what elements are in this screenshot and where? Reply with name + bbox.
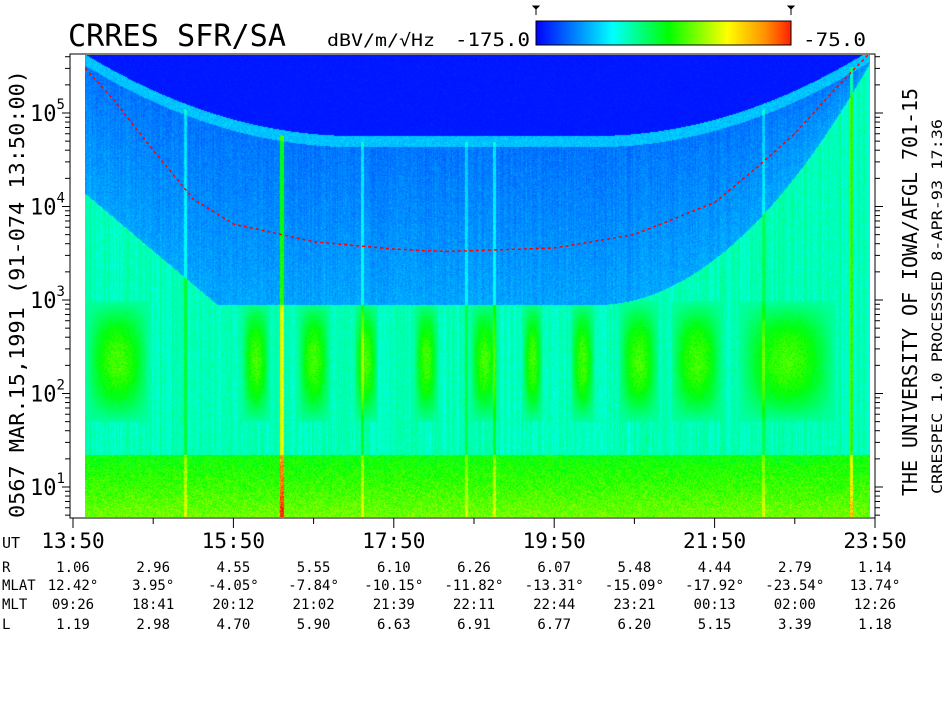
table-cell: 4.70 <box>217 617 251 633</box>
chart-title: CRRES SFR/SA <box>68 19 286 54</box>
y-tick-label: 102 <box>30 378 65 408</box>
table-cell: -7.84° <box>288 578 339 594</box>
table-cell: -17.92° <box>685 578 744 594</box>
table-cell: 22:44 <box>533 597 575 613</box>
table-cell: 12.42° <box>48 578 99 594</box>
table-cell: 6.91 <box>457 617 491 633</box>
row-label: MLT <box>2 597 28 613</box>
table-cell: 5.48 <box>618 560 652 576</box>
y-tick-label: 103 <box>30 284 65 314</box>
table-cell: 3.39 <box>778 617 812 633</box>
table-cell: -13.31° <box>525 578 584 594</box>
table-cell: -10.15° <box>364 578 423 594</box>
table-cell: -23.54° <box>765 578 824 594</box>
x-tick-label: 15:50 <box>202 529 265 553</box>
table-cell: 22:11 <box>453 597 495 613</box>
right-annotation-processing: CRRESPEC 1.0 PROCESSED 8-APR-93 17:36 <box>930 119 945 494</box>
table-cell: 00:13 <box>694 597 736 613</box>
colorbar-max-label: -75.0 <box>803 29 866 51</box>
y-axis: 105 104 103 102 101 <box>30 56 883 516</box>
table-cell: 09:26 <box>52 597 94 613</box>
table-cell: 1.14 <box>858 560 892 576</box>
left-annotation: 0567 MAR.15,1991 (91-074 13:50:00) <box>5 70 29 518</box>
row-label: R <box>2 560 11 576</box>
table-cell: 5.55 <box>297 560 331 576</box>
right-annotation-institution: THE UNIVERSITY OF IOWA/AFGL 701-15 <box>898 88 922 496</box>
table-cell: 6.20 <box>618 617 652 633</box>
table-cell: 6.07 <box>537 560 571 576</box>
colorbar <box>535 20 792 46</box>
table-cell: 5.15 <box>698 617 732 633</box>
table-cell: 12:26 <box>854 597 896 613</box>
overlay-curve <box>85 55 869 253</box>
x-tick-label: 17:50 <box>362 529 425 553</box>
x-tick-label: 13:50 <box>41 529 104 553</box>
x-tick-label: 23:50 <box>843 529 906 553</box>
row-label: UT <box>2 534 20 552</box>
table-cell: -4.05° <box>208 578 259 594</box>
row-label: MLAT <box>2 578 36 594</box>
spectrogram-heatmap <box>85 55 870 517</box>
table-cell: 1.06 <box>56 560 90 576</box>
table-cell: 02:00 <box>774 597 816 613</box>
x-tick-label: 19:50 <box>523 529 586 553</box>
table-cell: 13.74° <box>850 578 901 594</box>
table-cell: 4.44 <box>698 560 732 576</box>
table-cell: 4.55 <box>217 560 251 576</box>
y-tick-label: 104 <box>30 191 65 221</box>
table-cell: -15.09° <box>605 578 664 594</box>
table-cell: -11.82° <box>444 578 503 594</box>
row-label: L <box>2 617 10 633</box>
table-cell: 6.10 <box>377 560 411 576</box>
y-tick-label: 105 <box>30 97 65 127</box>
table-cell: 20:12 <box>212 597 254 613</box>
table-cell: 5.90 <box>297 617 331 633</box>
colorbar-min-marker <box>531 5 541 15</box>
plot-frame <box>69 53 876 519</box>
table-cell: 2.79 <box>778 560 812 576</box>
table-cell: 6.77 <box>537 617 571 633</box>
ephemeris-table: UT 13:50 15:50 17:50 19:50 21:50 23:50 R 1.06 2.9… <box>2 529 907 633</box>
table-cell: 6.26 <box>457 560 491 576</box>
y-tick-label: 101 <box>30 471 65 501</box>
table-cell: 21:02 <box>293 597 335 613</box>
table-cell: 18:41 <box>132 597 174 613</box>
table-cell: 6.63 <box>377 617 411 633</box>
table-cell: 2.96 <box>136 560 170 576</box>
colorbar-max-marker <box>786 5 796 15</box>
table-cell: 1.18 <box>858 617 892 633</box>
x-axis <box>72 518 876 528</box>
table-cell: 2.98 <box>136 617 170 633</box>
table-cell: 1.19 <box>56 617 90 633</box>
colorbar-min-label: -175.0 <box>455 29 530 51</box>
table-cell: 23:21 <box>613 597 655 613</box>
x-tick-label: 21:50 <box>683 529 746 553</box>
table-cell: 21:39 <box>373 597 415 613</box>
colorbar-units: dBV/m/√Hz <box>327 31 435 51</box>
table-cell: 3.95° <box>132 578 174 594</box>
